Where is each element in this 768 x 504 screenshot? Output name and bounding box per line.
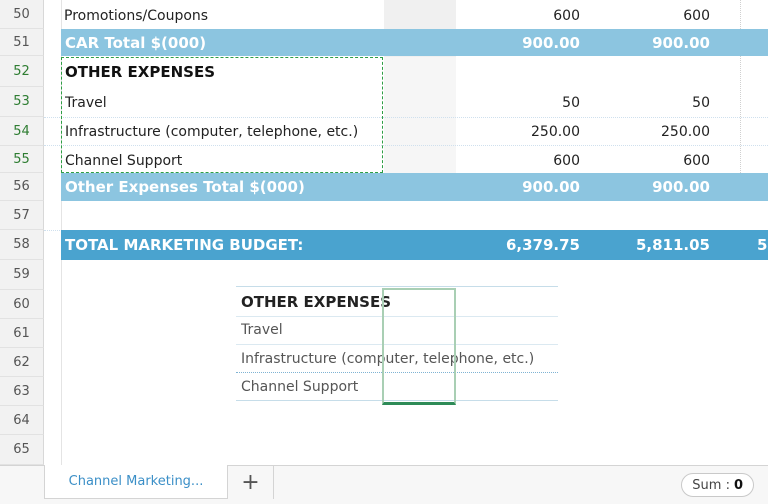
cell-label[interactable]: Channel Support (65, 152, 183, 169)
grid-line (236, 316, 558, 317)
row-header[interactable]: 60 (0, 290, 44, 319)
total-row-other-expenses[interactable]: Other Expenses Total $(000) 900.00 900.0… (61, 173, 768, 201)
column-shade (384, 57, 456, 173)
row-header[interactable]: 62 (0, 348, 44, 377)
cell-value[interactable]: 250.00 (661, 124, 710, 140)
row-header[interactable]: 64 (0, 406, 44, 435)
grid-line (44, 117, 768, 118)
cell-value[interactable]: 900.00 (522, 33, 580, 52)
cell-value[interactable]: 5 (757, 236, 768, 254)
cell-value[interactable]: 5,811.05 (635, 236, 710, 254)
cell-value[interactable]: 600 (683, 8, 710, 24)
row-header[interactable]: 59 (0, 260, 44, 290)
row-header-selected[interactable]: 52 (0, 56, 44, 87)
row-header[interactable]: 63 (0, 377, 44, 406)
cell-value[interactable]: 600 (553, 8, 580, 24)
row-header[interactable]: 61 (0, 319, 44, 348)
cell-value[interactable]: 250.00 (531, 124, 580, 140)
cell-value[interactable]: 6,379.75 (505, 236, 580, 254)
sum-value: 0 (733, 477, 743, 493)
drag-preview-item: Travel (241, 322, 283, 338)
cell-value[interactable]: 900.00 (652, 33, 710, 52)
row-header[interactable]: 58 (0, 230, 44, 260)
drag-preview-item: Channel Support (241, 379, 359, 395)
row-header[interactable]: 57 (0, 201, 44, 230)
cell-label[interactable]: Other Expenses Total $(000) (65, 178, 305, 196)
total-marketing-budget-row[interactable]: TOTAL MARKETING BUDGET: 6,379.75 5,811.0… (61, 230, 768, 260)
drag-preview-item: Infrastructure (computer, telephone, etc… (241, 351, 535, 367)
row-header-selected[interactable]: 54 (0, 117, 44, 146)
grid-line (44, 145, 768, 146)
cell-label[interactable]: CAR Total $(000) (65, 33, 207, 52)
add-sheet-button[interactable]: + (228, 466, 274, 499)
total-row-car[interactable]: CAR Total $(000) 900.00 900.00 (61, 29, 768, 56)
cell-label[interactable]: Promotions/Coupons (64, 8, 209, 24)
grid-line (740, 0, 741, 173)
row-header[interactable]: 50 (0, 0, 44, 29)
sheet-tab-bar: Channel Marketing... + Sum : 0 (0, 465, 768, 504)
cell-label[interactable]: TOTAL MARKETING BUDGET: (65, 236, 304, 254)
cell-value[interactable]: 50 (692, 95, 710, 111)
plus-icon: + (241, 470, 260, 495)
sheet-tab-channel-marketing[interactable]: Channel Marketing... (44, 465, 228, 499)
sum-indicator[interactable]: Sum : 0 (681, 473, 754, 497)
drag-preview-header: OTHER EXPENSES (241, 292, 392, 311)
drop-target-outline (382, 288, 456, 405)
row-header-selected[interactable]: 53 (0, 87, 44, 117)
sum-label: Sum : (692, 477, 730, 493)
drag-preview: OTHER EXPENSES Travel Infrastructure (co… (236, 286, 558, 401)
cell-label[interactable]: Infrastructure (computer, telephone, etc… (65, 124, 359, 140)
cell-label[interactable]: Travel (65, 95, 107, 111)
row-header[interactable]: 51 (0, 29, 44, 56)
cell-value[interactable]: 600 (553, 152, 580, 169)
grid-line (236, 344, 558, 345)
cell-value[interactable]: 600 (683, 152, 710, 169)
cell-value[interactable]: 50 (562, 95, 580, 111)
section-header[interactable]: OTHER EXPENSES (65, 62, 216, 81)
cell-value[interactable]: 900.00 (522, 178, 580, 196)
row-header[interactable]: 56 (0, 173, 44, 201)
row-header-selected[interactable]: 55 (0, 146, 44, 173)
grid-line (236, 372, 558, 373)
cell-value[interactable]: 900.00 (652, 178, 710, 196)
row-header[interactable]: 65 (0, 435, 44, 465)
